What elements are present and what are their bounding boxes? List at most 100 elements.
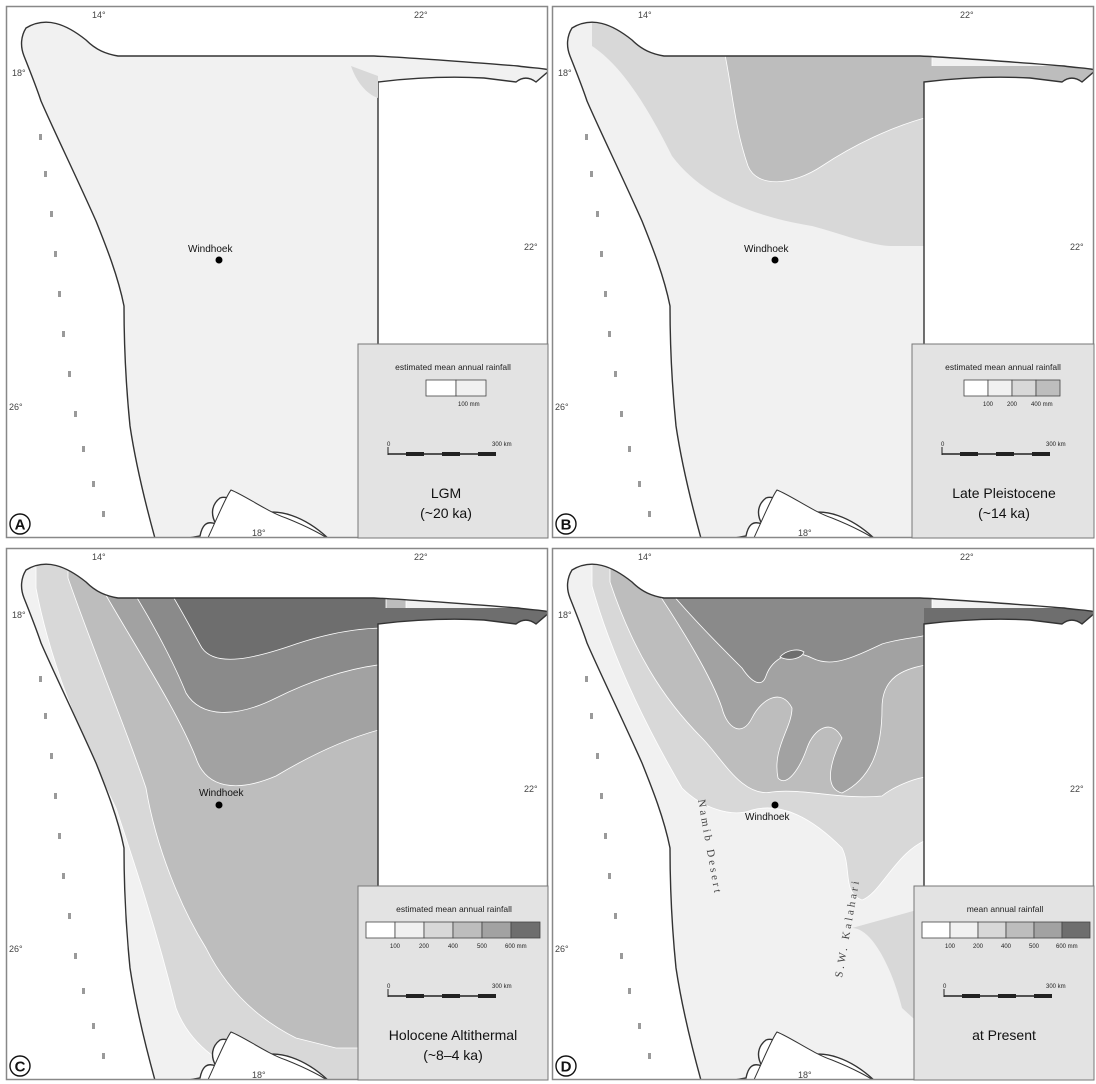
panel-a-scale-bar: 0 300 km <box>387 442 512 456</box>
panel-b-tick-lon-left: 14° <box>638 10 652 20</box>
panel-a-frame <box>5 5 549 539</box>
panel-d-coast-dots <box>585 676 651 1059</box>
panel-c-windhoek-label: Windhoek <box>199 788 244 799</box>
panel-d-swatch-3 <box>1005 921 1035 939</box>
panel-a-tick-lon-left: 14° <box>92 10 106 20</box>
panel-b-swatch-1 <box>987 379 1013 397</box>
panel-d-legend-label-4: 600 mm <box>1056 944 1078 950</box>
panel-b-scale-bar: 0 300 km <box>941 442 1066 456</box>
panel-c-period-line1: Holocene Altithermal <box>389 1027 517 1043</box>
panel-c-coast-dots <box>39 676 105 1059</box>
panel-d-zone-600-spot <box>779 649 805 660</box>
panel-d-zone-kalahari <box>852 908 924 1028</box>
panel-c-tick-lat-low: 26° <box>9 944 23 954</box>
panel-c-tick-lon-bottom: 18° <box>252 1070 266 1080</box>
panel-c-swatch-0 <box>365 921 396 939</box>
panel-a-tick-lon-bottom: 18° <box>252 528 266 538</box>
panel-a-tick-lat-mid: 22° <box>524 242 538 252</box>
panel-b-tick-lat-mid: 22° <box>1070 242 1084 252</box>
panel-d-legend-title: mean annual rainfall <box>967 904 1044 914</box>
panel-c-letter: C <box>15 1059 26 1076</box>
panel-d-windhoek-marker <box>771 801 779 809</box>
panel-a-period-line1: LGM <box>431 485 461 501</box>
panel-c-south-neighbor <box>207 1031 328 1080</box>
panel-a-legend-title: estimated mean annual rainfall <box>395 362 511 372</box>
panel-d-swatch-5 <box>1061 921 1091 939</box>
panel-a-tick-lon-right: 22° <box>414 10 428 20</box>
panel-b-legend-title: estimated mean annual rainfall <box>945 362 1061 372</box>
panel-c-tick-lat-top: 18° <box>12 610 26 620</box>
panel-b-tick-lon-right: 22° <box>960 10 974 20</box>
panel-d-tick-lat-top: 18° <box>558 610 572 620</box>
panel-b-swatch-2 <box>1011 379 1037 397</box>
panel-c-windhoek-marker <box>215 801 223 809</box>
panel-a-scale-text: 300 km <box>492 442 512 448</box>
panel-d-badge <box>555 1055 577 1077</box>
panel-a-south-neighbor <box>207 489 328 538</box>
panel-b-legend-label-0: 100 <box>983 402 994 408</box>
panel-b-coast-dots <box>585 134 651 517</box>
panel-a-coast-dots <box>39 134 105 517</box>
panel-b-period-line2: (~14 ka) <box>978 505 1030 521</box>
panel-b-legend-label-2: 400 mm <box>1031 402 1053 408</box>
panel-d-scale-bar: 0 300 km <box>943 984 1066 998</box>
panel-a-legend-label-0: 100 mm <box>458 402 480 408</box>
panel-c-tick-lon-left: 14° <box>92 552 106 562</box>
panel-a-letter: A <box>15 517 26 534</box>
panel-c-scale-bar: 0 300 km <box>387 984 512 998</box>
svg-text:0: 0 <box>943 984 947 990</box>
panel-b-scale-text: 300 km <box>1046 442 1066 448</box>
svg-text:0: 0 <box>387 442 391 448</box>
panel-a-badge <box>9 513 31 535</box>
panel-c-legend-label-3: 500 <box>477 944 488 950</box>
panel-c-legend-title: estimated mean annual rainfall <box>396 904 512 914</box>
panel-b-swatch-3 <box>1035 379 1061 397</box>
panel-b-legend: estimated mean annual rainfall 100 200 4… <box>911 343 1095 539</box>
panel-a-windhoek-label: Windhoek <box>188 244 233 255</box>
panel-c-tick-lon-right: 22° <box>414 552 428 562</box>
panel-b-windhoek-marker <box>771 256 779 264</box>
panel-c-legend: estimated mean annual rainfall 100 200 4… <box>357 885 549 1081</box>
panel-d-tick-lon-left: 14° <box>638 552 652 562</box>
panel-a-swatch-0 <box>425 379 457 397</box>
panel-b-tick-lat-top: 18° <box>558 68 572 78</box>
panel-c-legend-label-1: 200 <box>419 944 430 950</box>
svg-text:0: 0 <box>941 442 945 448</box>
panel-c-swatch-5 <box>510 921 541 939</box>
panel-d-swatch-1 <box>949 921 979 939</box>
panel-d-legend-label-0: 100 <box>945 944 956 950</box>
panel-b-legend-label-1: 200 <box>1007 402 1018 408</box>
panel-b-frame <box>551 5 1095 539</box>
panel-a-zone-100 <box>351 66 378 98</box>
panel-c-scale-text: 300 km <box>492 984 512 990</box>
panel-d-legend-label-2: 400 <box>1001 944 1012 950</box>
panel-d-legend-label-3: 500 <box>1029 944 1040 950</box>
panel-a-legend: estimated mean annual rainfall 100 mm 0 … <box>357 343 549 539</box>
panel-b-letter: B <box>561 517 572 534</box>
panel-c-swatch-1 <box>394 921 425 939</box>
panel-d-south-neighbor <box>753 1031 874 1080</box>
svg-text:0: 0 <box>387 984 391 990</box>
panel-d-swatch-2 <box>977 921 1007 939</box>
panel-c-legend-label-4: 600 mm <box>505 944 527 950</box>
panel-a-tick-lat-top: 18° <box>12 68 26 78</box>
panel-b-south-neighbor <box>753 489 874 538</box>
panel-b-tick-lon-bottom: 18° <box>798 528 812 538</box>
panel-d-tick-lon-bottom: 18° <box>798 1070 812 1080</box>
panel-c-legend-label-2: 400 <box>448 944 459 950</box>
panel-d-tick-lat-mid: 22° <box>1070 784 1084 794</box>
panel-a-tick-lat-low: 26° <box>9 402 23 412</box>
panel-d-legend: mean annual rainfall 100 200 400 500 600… <box>913 885 1095 1081</box>
panel-d-tick-lon-right: 22° <box>960 552 974 562</box>
panel-c-badge <box>9 1055 31 1077</box>
panel-d-swatch-4 <box>1033 921 1063 939</box>
panel-b: 14° 22° 18° 22° 26° 18° Windhoek estimat… <box>551 5 1095 539</box>
panel-c-legend-label-0: 100 <box>390 944 401 950</box>
panel-b-swatch-0 <box>963 379 989 397</box>
panel-c-tick-lat-mid: 22° <box>524 784 538 794</box>
panel-a-period-line2: (~20 ka) <box>420 505 472 521</box>
panel-a-swatch-1 <box>455 379 487 397</box>
panel-c-period-line2: (~8–4 ka) <box>423 1047 483 1063</box>
panel-a: 14° 22° 18° 22° 26° 18° Windhoek estimat… <box>5 5 549 539</box>
panel-d-period-line1: at Present <box>972 1027 1036 1043</box>
